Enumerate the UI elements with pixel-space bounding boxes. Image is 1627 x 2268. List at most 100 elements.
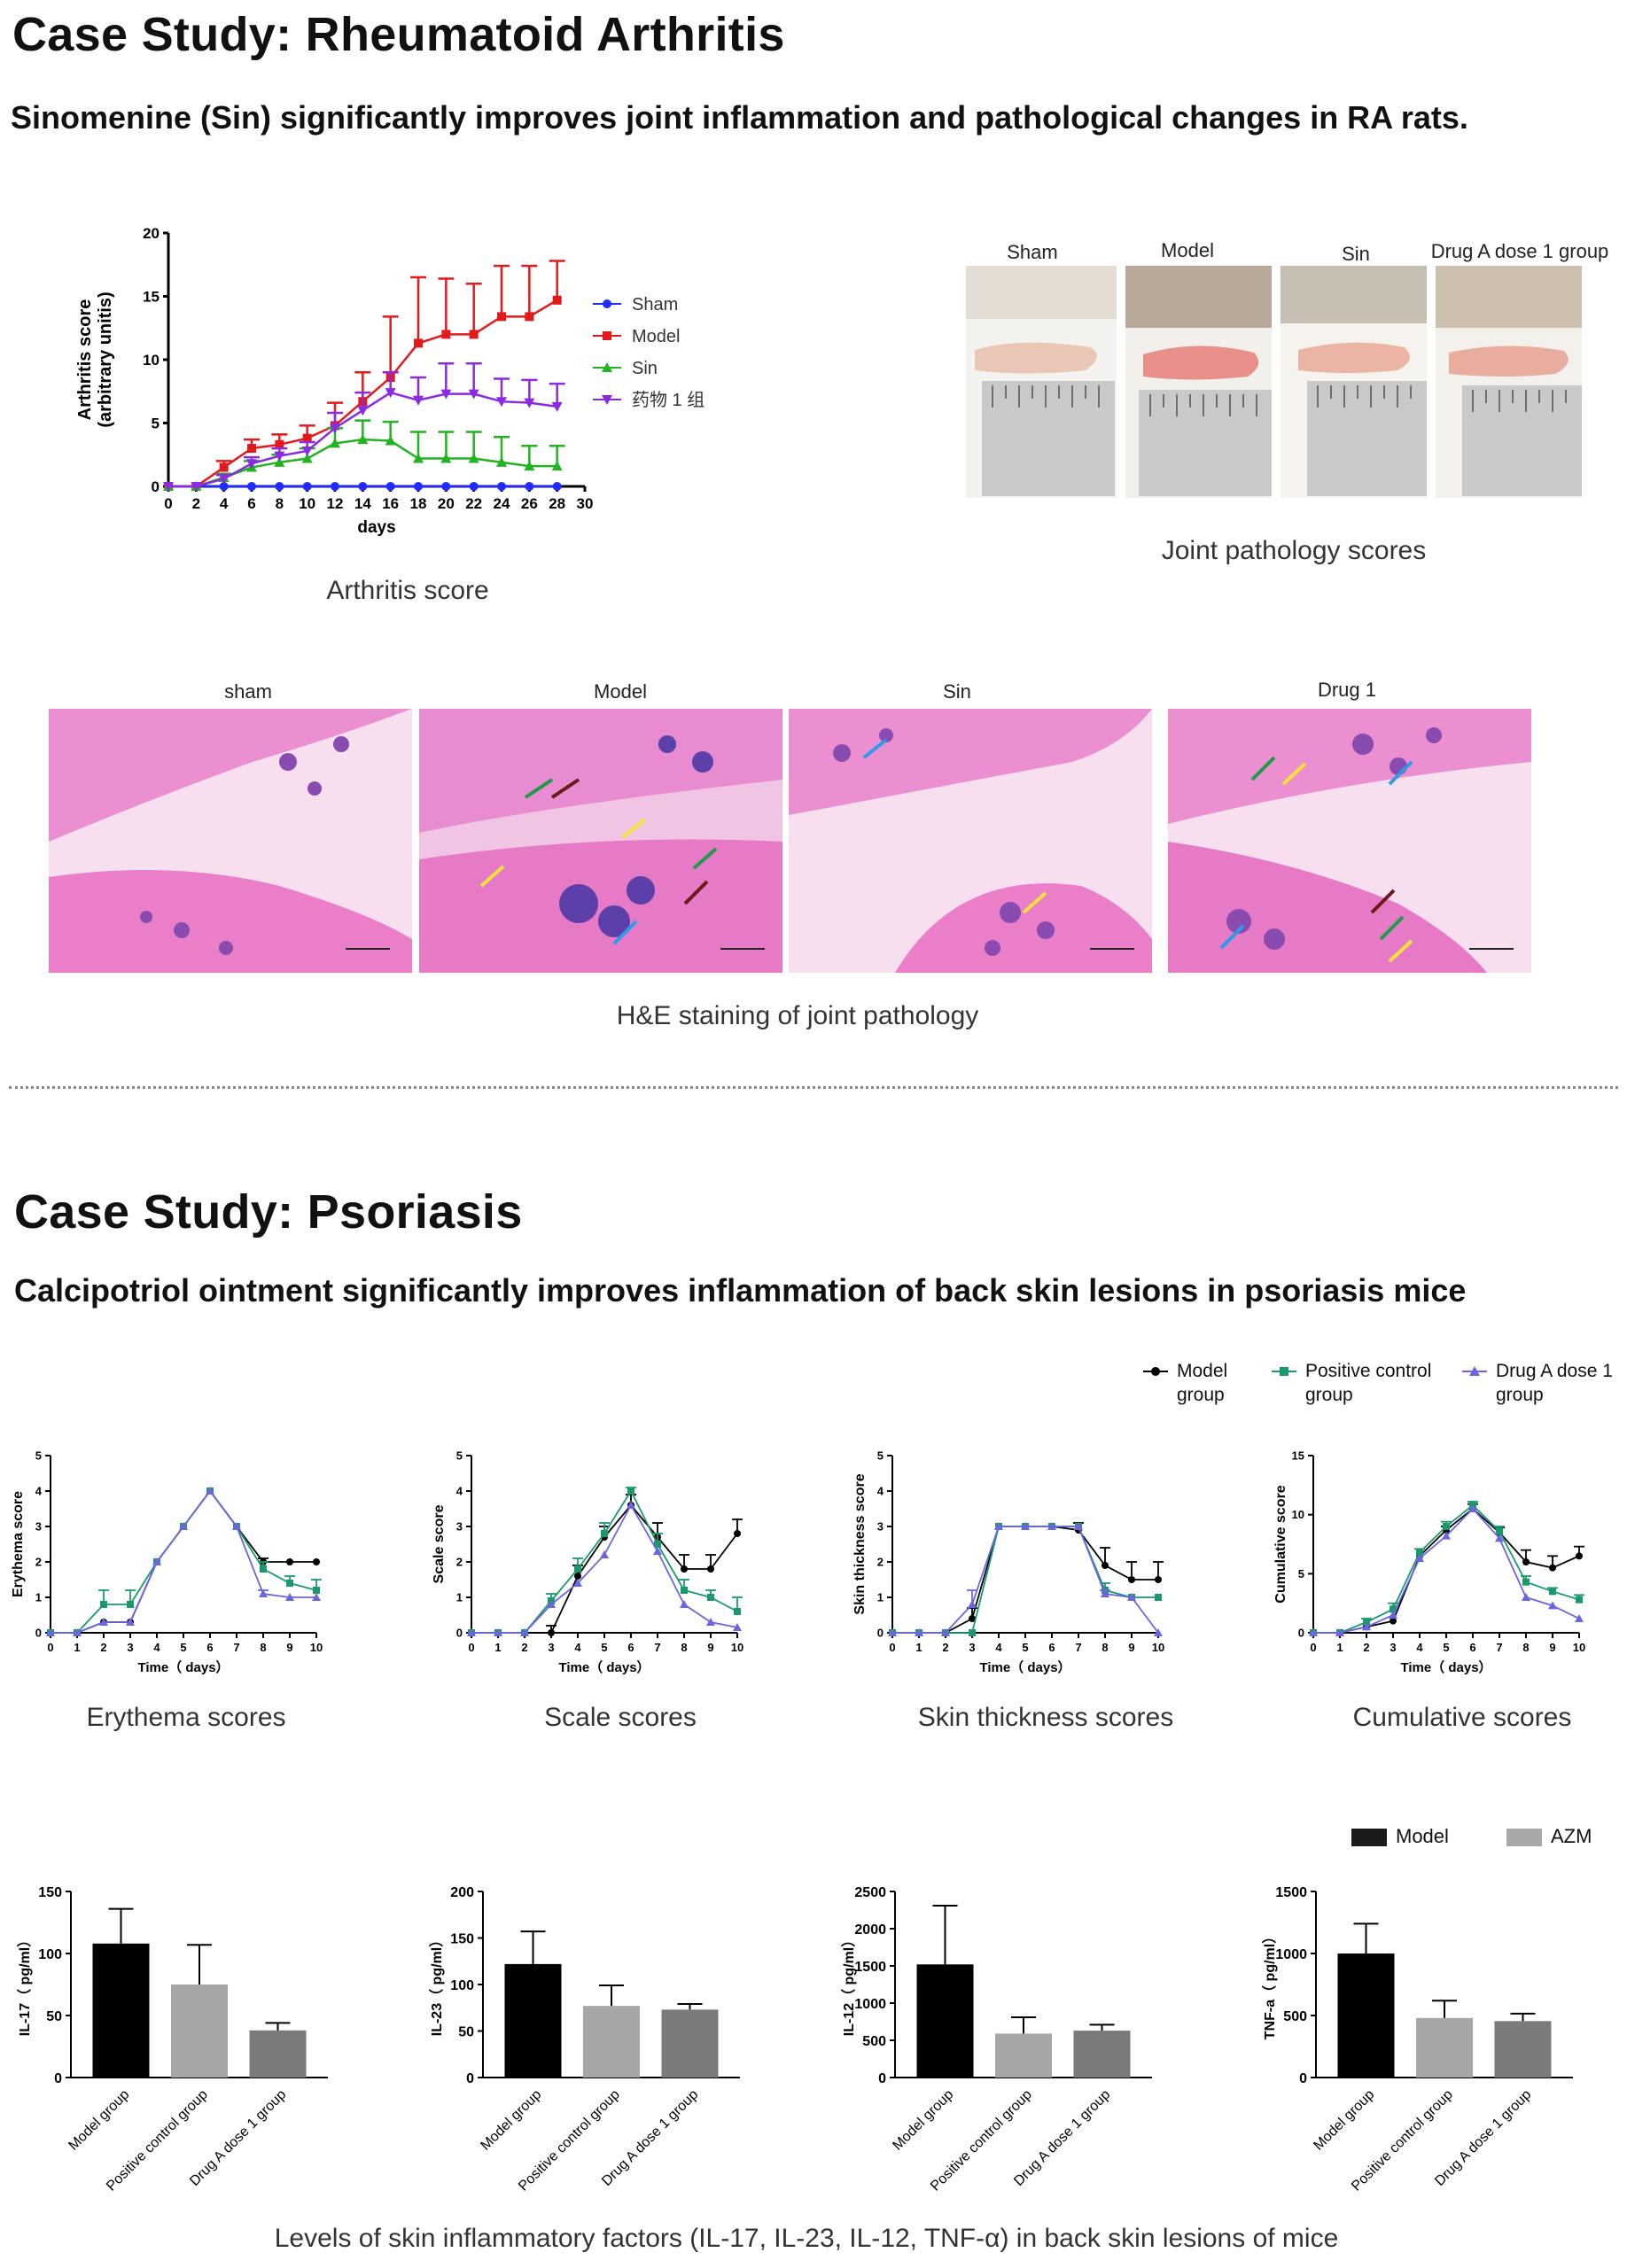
x-tick-label: 5 <box>601 1641 607 1654</box>
x-tick-label: 28 <box>549 495 565 512</box>
data-point <box>969 1615 976 1622</box>
legend-label: Sham <box>632 295 678 315</box>
y-axis-label: Erythema score <box>11 1491 26 1597</box>
legend-marker <box>602 362 612 372</box>
data-point <box>1522 1593 1530 1601</box>
data-point <box>1576 1552 1583 1560</box>
data-point <box>219 462 229 472</box>
legend-swatch-azm <box>1506 1829 1542 1846</box>
x-tick-label: 2 <box>100 1641 106 1654</box>
y-tick-label: 5 <box>877 1449 884 1463</box>
x-tick-label: 8 <box>1102 1641 1108 1654</box>
y-tick-label: 0 <box>35 1627 42 1640</box>
y-tick-label: 1000 <box>854 1997 886 2012</box>
bar <box>249 2030 307 2078</box>
y-tick-label: 5 <box>456 1449 463 1463</box>
category-label: Model group <box>66 2087 132 2154</box>
he-image-sham <box>49 709 412 973</box>
x-tick-label: 6 <box>206 1641 213 1654</box>
y-tick-label: 1500 <box>1275 1885 1307 1900</box>
bar <box>661 2009 719 2078</box>
series-line <box>471 1489 738 1634</box>
data-point <box>286 1558 293 1565</box>
x-axis-label: Time（ days） <box>558 1659 650 1675</box>
data-point <box>552 295 562 305</box>
joint-photo-model <box>1125 266 1272 498</box>
cumulative-caption: Cumulative scores <box>1352 1703 1572 1732</box>
data-point <box>1416 1549 1423 1557</box>
data-point <box>573 1579 582 1587</box>
data-point <box>1576 1596 1583 1604</box>
y-tick-label: 0 <box>456 1627 463 1640</box>
x-tick-label: 3 <box>969 1641 975 1654</box>
data-point <box>1390 1617 1397 1625</box>
x-tick-label: 6 <box>627 1641 634 1654</box>
data-point <box>551 461 563 471</box>
data-point <box>1442 1531 1451 1540</box>
y-tick-label: 4 <box>456 1485 463 1498</box>
y-tick-label: 50 <box>46 2009 62 2024</box>
y-tick-label: 2 <box>877 1556 884 1569</box>
y-axis-label: Cumulative score <box>1273 1485 1288 1603</box>
data-point <box>1074 1522 1083 1530</box>
x-tick-label: 2 <box>1363 1641 1369 1654</box>
data-point <box>968 1600 977 1608</box>
data-point <box>494 1628 502 1636</box>
data-point <box>358 482 368 491</box>
data-point <box>414 338 423 348</box>
legend-marker <box>603 299 611 308</box>
y-tick-label: 1 <box>877 1591 884 1604</box>
data-point <box>707 1565 714 1573</box>
erythema-caption: Erythema scores <box>86 1703 286 1732</box>
x-tick-label: 24 <box>494 495 510 512</box>
data-point <box>385 435 396 446</box>
y-axis-label: Scale score <box>432 1504 447 1583</box>
data-point <box>1335 1628 1344 1636</box>
data-point <box>246 459 257 470</box>
x-tick-label: 0 <box>889 1641 895 1654</box>
data-point <box>330 438 340 448</box>
x-tick-label: 6 <box>1469 1641 1475 1654</box>
y-tick-label: 500 <box>1283 2009 1307 2024</box>
category-label: Model group <box>1311 2087 1377 2154</box>
y-tick-label: 3 <box>35 1520 42 1534</box>
bar <box>1494 2021 1552 2078</box>
data-point <box>1575 1614 1584 1622</box>
section-divider <box>9 1086 1618 1089</box>
x-tick-label: 10 <box>299 495 315 512</box>
y-tick-label: 20 <box>143 225 160 242</box>
data-point <box>627 1501 635 1509</box>
data-point <box>302 482 312 491</box>
y-tick-label: 10 <box>143 352 160 369</box>
y-axis-label: IL-23（ pg/ml） <box>429 1933 445 2036</box>
data-point <box>219 482 229 491</box>
x-tick-label: 30 <box>577 495 594 512</box>
data-point <box>888 1628 897 1636</box>
y-tick-label: 50 <box>458 2025 474 2040</box>
x-tick-label: 7 <box>1075 1641 1081 1654</box>
data-point <box>1415 1554 1424 1562</box>
data-point <box>525 482 534 491</box>
data-point <box>1548 1601 1557 1610</box>
x-tick-label: 6 <box>247 495 255 512</box>
y-tick-label: 5 <box>1298 1567 1304 1581</box>
y-tick-label: 3 <box>456 1520 463 1534</box>
x-tick-label: 5 <box>180 1641 186 1654</box>
y-tick-label: 10 <box>1292 1508 1304 1521</box>
bar <box>916 1964 974 2078</box>
x-tick-label: 3 <box>127 1641 133 1654</box>
data-point <box>547 1600 556 1608</box>
y-tick-label: 0 <box>1299 2071 1307 2086</box>
x-tick-label: 16 <box>382 495 399 512</box>
data-point <box>302 433 312 443</box>
y-tick-label: 0 <box>152 478 160 495</box>
legend-positive-l1: Positive control <box>1305 1361 1432 1381</box>
y-tick-label: 15 <box>143 288 160 305</box>
joint-label-sham: Sham <box>1007 241 1058 263</box>
il12-chart: 0 500 1000 1500 2000 2500 IL-12（ pg/ml） Model g… <box>841 1885 1152 2194</box>
data-point <box>260 1565 267 1573</box>
scale-chart: 0 1 2 3 4 5 0 1 2 3 4 5 6 7 8 9 10 Time（ days） Scale score <box>432 1449 743 1675</box>
skin-thickness-chart: 0 1 2 3 4 5 0 1 2 3 4 5 6 7 8 9 10 Time（ days） Skin thickn… <box>852 1449 1164 1675</box>
y-tick-label: 100 <box>38 1947 62 1962</box>
